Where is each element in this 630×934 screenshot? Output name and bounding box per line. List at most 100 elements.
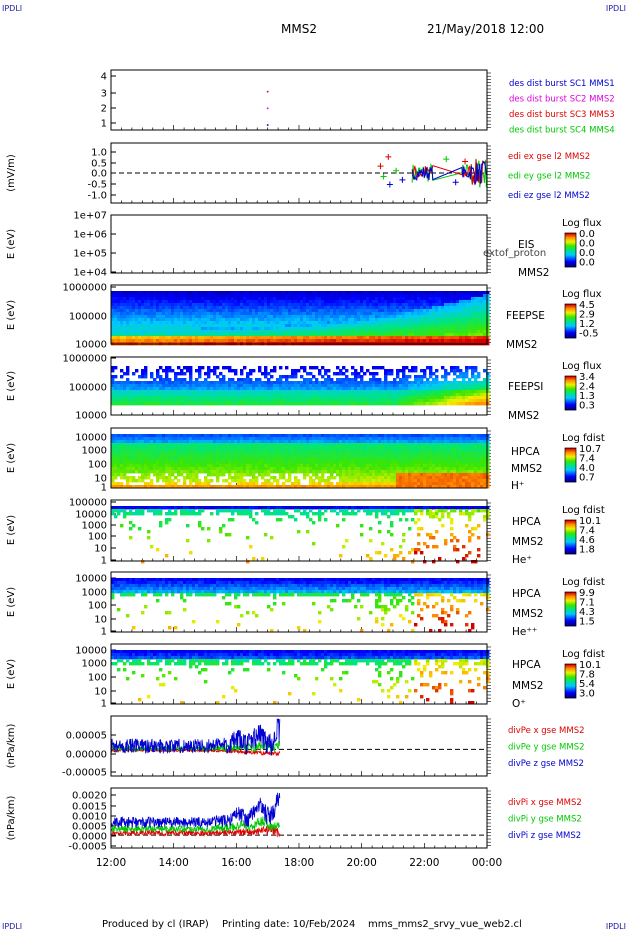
- heatmap-cell: [111, 378, 115, 382]
- heatmap-cell: [315, 366, 319, 370]
- heatmap-cell: [270, 303, 274, 307]
- heatmap-cell: [390, 312, 394, 316]
- heatmap-cell: [168, 396, 172, 400]
- heatmap-cell: [246, 339, 250, 343]
- heatmap-cell: [435, 327, 439, 331]
- heatmap-cell: [471, 315, 475, 319]
- heatmap-cell: [273, 300, 277, 304]
- heatmap-cell: [432, 327, 436, 331]
- heatmap-cell: [456, 300, 460, 304]
- heatmap-cell: [141, 473, 145, 477]
- heatmap-cell: [219, 396, 223, 400]
- plot-frame: [110, 214, 488, 274]
- heatmap-cell: [342, 306, 346, 310]
- heatmap-cell: [255, 458, 259, 462]
- heatmap-cell: [339, 378, 343, 382]
- heatmap-cell: [306, 378, 310, 382]
- heatmap-cell: [345, 402, 349, 406]
- heatmap-cell: [372, 321, 376, 325]
- heatmap-cell: [129, 434, 133, 438]
- heatmap-cell: [324, 339, 328, 343]
- heatmap-cell: [156, 461, 160, 465]
- heatmap-cell: [306, 372, 310, 376]
- data-cross: [452, 179, 459, 186]
- heatmap-cell: [237, 434, 241, 438]
- heatmap-cell: [126, 396, 130, 400]
- heatmap-cell: [396, 297, 400, 301]
- heatmap-cell: [222, 318, 226, 322]
- heatmap-cell: [465, 339, 469, 343]
- heatmap-cell: [159, 455, 163, 459]
- heatmap-cell: [162, 464, 166, 468]
- heatmap-cell: [141, 470, 145, 474]
- heatmap-cell: [390, 318, 394, 322]
- heatmap-cell: [327, 378, 331, 382]
- colorbar-cell: [565, 390, 576, 392]
- heatmap-cell: [198, 434, 202, 438]
- heatmap-cell: [117, 330, 121, 334]
- heatmap-cell: [387, 324, 391, 328]
- heatmap-cell: [447, 330, 451, 334]
- heatmap-cell: [207, 402, 211, 406]
- heatmap-cell: [246, 291, 250, 295]
- heatmap-cell: [201, 470, 205, 474]
- heatmap-cell: [222, 309, 226, 313]
- heatmap-cell: [180, 318, 184, 322]
- heatmap-cell: [222, 452, 226, 456]
- heatmap-cell: [444, 393, 448, 397]
- heatmap-cell: [258, 303, 262, 307]
- y-tick-label: 1000000: [62, 283, 107, 294]
- heatmap-cell: [168, 446, 172, 450]
- heatmap-cell: [357, 393, 361, 397]
- heatmap-cell: [117, 455, 121, 459]
- heatmap-cell: [144, 333, 148, 337]
- heatmap-cell: [321, 297, 325, 301]
- heatmap-cell: [330, 333, 334, 337]
- heatmap-cell: [426, 336, 430, 340]
- heatmap-cell: [318, 396, 322, 400]
- heatmap-cell: [468, 291, 472, 295]
- heatmap-cell: [363, 318, 367, 322]
- heatmap-cell: [336, 339, 340, 343]
- heatmap-cell: [321, 393, 325, 397]
- heatmap-cell: [375, 303, 379, 307]
- heatmap-cell: [159, 446, 163, 450]
- heatmap-cell: [186, 473, 190, 477]
- heatmap-cell: [204, 443, 208, 447]
- heatmap-cell: [195, 333, 199, 337]
- heatmap-cell: [153, 396, 157, 400]
- heatmap-cell: [117, 318, 121, 322]
- heatmap-cell: [279, 327, 283, 331]
- heatmap-cell: [198, 443, 202, 447]
- heatmap-cell: [216, 479, 220, 483]
- heatmap-cell: [312, 399, 316, 403]
- heatmap-cell: [231, 470, 235, 474]
- heatmap-cell: [471, 372, 475, 376]
- heatmap-cell: [135, 315, 139, 319]
- heatmap-cell: [195, 321, 199, 325]
- heatmap-cell: [117, 449, 121, 453]
- heatmap-cell: [129, 381, 133, 385]
- heatmap-cell: [123, 297, 127, 301]
- heatmap-cell: [204, 300, 208, 304]
- heatmap-cell: [336, 297, 340, 301]
- heatmap-cell: [228, 446, 232, 450]
- heatmap-cell: [120, 464, 124, 468]
- heatmap-cell: [252, 482, 256, 486]
- heatmap-cell: [393, 312, 397, 316]
- heatmap-cell: [420, 381, 424, 385]
- heatmap-cell: [420, 396, 424, 400]
- heatmap-cell: [123, 461, 127, 465]
- heatmap-cell: [183, 476, 187, 480]
- heatmap-cell: [159, 315, 163, 319]
- heatmap-cell: [207, 455, 211, 459]
- heatmap-cell: [156, 327, 160, 331]
- heatmap-cell: [453, 297, 457, 301]
- heatmap-cell: [198, 306, 202, 310]
- heatmap-cell: [486, 318, 490, 322]
- heatmap-cell: [129, 396, 133, 400]
- heatmap-cell: [111, 443, 115, 447]
- heatmap-cell: [360, 381, 364, 385]
- heatmap-cell: [393, 336, 397, 340]
- heatmap-cell: [402, 339, 406, 343]
